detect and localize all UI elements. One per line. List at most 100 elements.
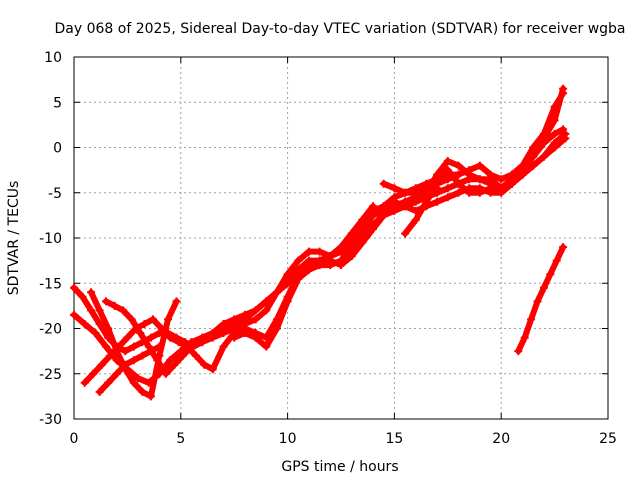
- data-point: [136, 329, 145, 337]
- y-tick-label: -25: [39, 367, 62, 383]
- series-track-10: [401, 89, 568, 238]
- data-point: [129, 342, 138, 351]
- data-point: [200, 360, 209, 369]
- data-point: [161, 369, 170, 378]
- data-point: [497, 175, 506, 184]
- series-track-11: [422, 125, 568, 197]
- data-point: [178, 351, 187, 360]
- data-point: [127, 315, 136, 324]
- data-point: [401, 188, 410, 197]
- x-tick-label: 0: [70, 431, 79, 447]
- data-point: [164, 315, 172, 324]
- data-point: [529, 152, 538, 161]
- y-tick-label: 0: [53, 141, 62, 157]
- data-point: [475, 175, 484, 184]
- data-point: [559, 89, 568, 98]
- data-point: [230, 324, 239, 333]
- data-point: [390, 184, 399, 193]
- x-tick-label: 15: [385, 431, 403, 447]
- data-point: [87, 288, 96, 297]
- data-point: [546, 270, 555, 279]
- data-point: [138, 351, 147, 360]
- data-point: [251, 315, 260, 324]
- data-point: [337, 243, 345, 252]
- data-point: [401, 229, 410, 238]
- series-track-4: [87, 288, 181, 401]
- data-point: [305, 256, 313, 265]
- data-point: [443, 193, 452, 202]
- x-tick-label: 25: [599, 431, 617, 447]
- data-point: [78, 292, 87, 301]
- data-point: [433, 197, 442, 206]
- y-tick-label: -20: [39, 322, 62, 338]
- data-point: [486, 184, 495, 193]
- data-point: [390, 206, 399, 215]
- data-point: [80, 378, 89, 387]
- data-point: [149, 315, 157, 324]
- data-point: [283, 279, 292, 288]
- data-point: [422, 197, 431, 206]
- data-point: [251, 306, 260, 315]
- data-point: [172, 297, 181, 306]
- data-point: [559, 243, 568, 252]
- data-point: [337, 256, 345, 265]
- data-point: [106, 351, 115, 360]
- data-point: [507, 179, 516, 188]
- data-point: [294, 274, 303, 283]
- data-point: [70, 310, 78, 319]
- data-point: [140, 320, 149, 328]
- data-point: [379, 202, 388, 211]
- data-point: [550, 129, 559, 138]
- data-point: [454, 179, 463, 188]
- data-point: [129, 378, 138, 387]
- data-point: [262, 306, 271, 315]
- data-point: [138, 387, 147, 396]
- data-point: [95, 387, 104, 396]
- data-point: [144, 342, 153, 351]
- y-tick-label: -5: [48, 186, 62, 202]
- data-point: [134, 374, 143, 383]
- data-point: [187, 342, 196, 351]
- data-point: [166, 333, 175, 342]
- data-point: [465, 170, 474, 179]
- data-point: [174, 338, 183, 347]
- data-point: [123, 333, 132, 342]
- data-point: [89, 369, 98, 378]
- data-point: [219, 329, 228, 337]
- data-point: [97, 360, 106, 369]
- x-tick-label: 20: [492, 431, 510, 447]
- data-point: [326, 252, 335, 261]
- tick-labels: 0 5 10 15 20 25 -30 -25 -20 -15 -10 -5 0 5 10: [39, 50, 617, 447]
- data-point: [121, 360, 130, 369]
- data-point: [230, 315, 239, 324]
- data-point: [497, 184, 506, 193]
- y-tick-label: -10: [39, 231, 62, 247]
- data-point: [166, 356, 175, 365]
- data-point: [443, 175, 452, 184]
- data-point: [475, 161, 484, 170]
- y-tick-label: -15: [39, 276, 62, 292]
- data-point: [347, 229, 356, 238]
- series-trace: [515, 244, 567, 355]
- data-point: [305, 265, 313, 274]
- series-track-12: [514, 243, 568, 356]
- data-point: [208, 333, 217, 342]
- data-point: [121, 347, 130, 356]
- data-point: [379, 211, 388, 220]
- data-point: [358, 234, 367, 242]
- x-tick-label: 5: [176, 431, 185, 447]
- data-point: [102, 297, 110, 306]
- data-point: [198, 338, 207, 347]
- y-tick-label: 10: [44, 50, 62, 66]
- data-point: [219, 342, 228, 351]
- data-point: [80, 320, 89, 328]
- data-point: [347, 247, 356, 256]
- data-point: [146, 392, 155, 401]
- data-point: [411, 197, 420, 206]
- series-track-6: [102, 170, 463, 378]
- data-series: [70, 84, 570, 401]
- data-point: [369, 220, 377, 229]
- data-point: [454, 161, 463, 170]
- data-point: [70, 283, 78, 292]
